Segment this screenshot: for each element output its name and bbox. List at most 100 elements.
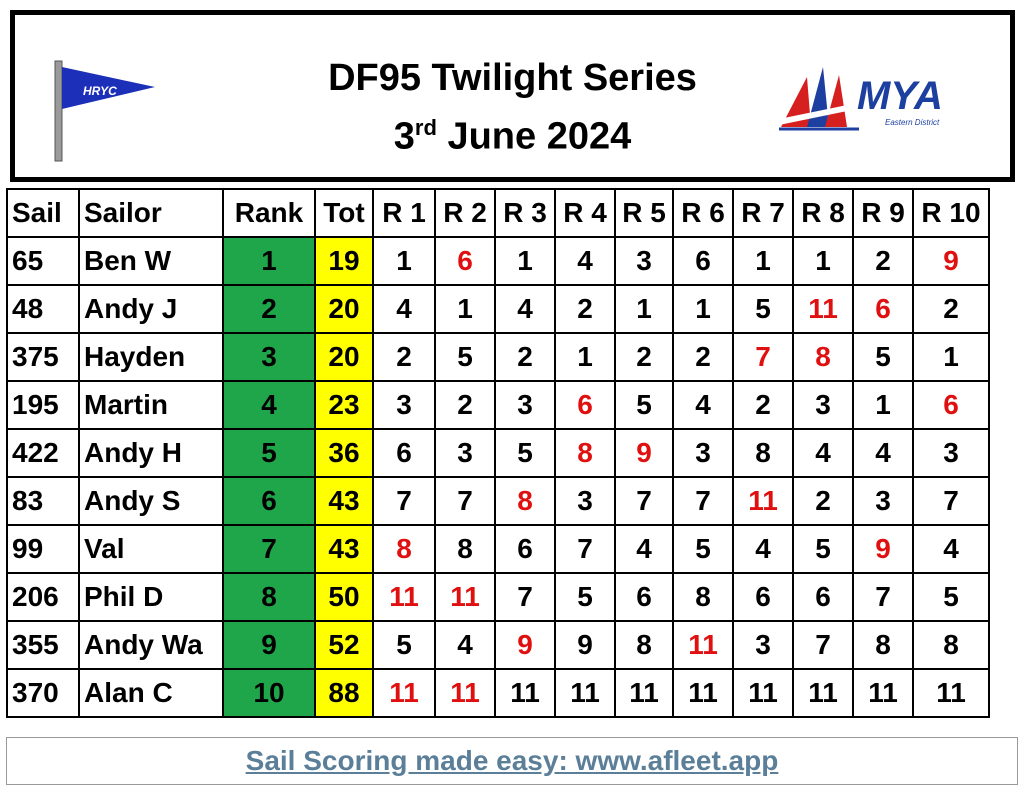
race-score: 7	[912, 476, 990, 526]
race-score: 11	[494, 668, 556, 718]
race-score: 2	[372, 332, 436, 382]
race-score: 6	[912, 380, 990, 430]
race-score: 6	[494, 524, 556, 574]
race-score: 11	[372, 668, 436, 718]
race-score: 5	[554, 572, 616, 622]
race-score: 5	[672, 524, 734, 574]
result-row: 375 Hayden 3 20 2 5 2 1 2 2 7 8 5 1	[6, 332, 990, 382]
column-header: R 2	[434, 188, 496, 238]
race-score: 2	[732, 380, 794, 430]
race-score: 7	[852, 572, 914, 622]
rank: 10	[222, 668, 316, 718]
race-score: 9	[852, 524, 914, 574]
race-score: 7	[372, 476, 436, 526]
column-header: Rank	[222, 188, 316, 238]
race-score: 3	[434, 428, 496, 478]
sailor-name: Ben W	[78, 236, 224, 286]
sail-number: 83	[6, 476, 80, 526]
race-score: 8	[434, 524, 496, 574]
column-header: Tot	[314, 188, 374, 238]
race-score: 8	[732, 428, 794, 478]
race-score: 7	[494, 572, 556, 622]
hryc-text: HRYC	[83, 84, 117, 98]
total: 36	[314, 428, 374, 478]
race-score: 4	[852, 428, 914, 478]
column-header: R 4	[554, 188, 616, 238]
sailor-name: Alan C	[78, 668, 224, 718]
race-score: 4	[434, 620, 496, 670]
race-score: 5	[912, 572, 990, 622]
rank: 5	[222, 428, 316, 478]
race-score: 5	[792, 524, 854, 574]
race-score: 7	[792, 620, 854, 670]
race-score: 1	[494, 236, 556, 286]
race-score: 4	[792, 428, 854, 478]
race-score: 5	[434, 332, 496, 382]
rank: 3	[222, 332, 316, 382]
header: HRYC DF95 Twilight Series 3rd June 2024 …	[10, 10, 1015, 182]
result-row: 83 Andy S 6 43 7 7 8 3 7 7 11 2 3 7	[6, 476, 990, 526]
column-header: Sailor	[78, 188, 224, 238]
race-score: 5	[372, 620, 436, 670]
sailor-name: Andy J	[78, 284, 224, 334]
race-score: 11	[554, 668, 616, 718]
race-score: 8	[554, 428, 616, 478]
result-row: 99 Val 7 43 8 8 6 7 4 5 4 5 9 4	[6, 524, 990, 574]
race-score: 4	[554, 236, 616, 286]
total: 88	[314, 668, 374, 718]
result-row: 65 Ben W 1 19 1 6 1 4 3 6 1 1 2 9	[6, 236, 990, 286]
sail-number: 195	[6, 380, 80, 430]
race-score: 6	[732, 572, 794, 622]
date-rest: June 2024	[447, 115, 632, 158]
race-score: 11	[672, 668, 734, 718]
sailor-name: Andy H	[78, 428, 224, 478]
total: 20	[314, 284, 374, 334]
race-score: 4	[912, 524, 990, 574]
race-score: 6	[372, 428, 436, 478]
race-score: 3	[852, 476, 914, 526]
mya-subtext: Eastern District	[885, 118, 940, 127]
race-score: 1	[672, 284, 734, 334]
race-score: 6	[614, 572, 674, 622]
race-score: 11	[614, 668, 674, 718]
race-score: 7	[554, 524, 616, 574]
sail-number: 422	[6, 428, 80, 478]
column-header: R 5	[614, 188, 674, 238]
result-row: 48 Andy J 2 20 4 1 4 2 1 1 5 11 6 2	[6, 284, 990, 334]
race-score: 8	[614, 620, 674, 670]
race-score: 9	[494, 620, 556, 670]
race-score: 4	[672, 380, 734, 430]
total: 23	[314, 380, 374, 430]
race-score: 1	[372, 236, 436, 286]
race-score: 8	[494, 476, 556, 526]
total: 52	[314, 620, 374, 670]
column-header: R 10	[912, 188, 990, 238]
result-row: 206 Phil D 8 50 11 11 7 5 6 8 6 6 7 5	[6, 572, 990, 622]
race-score: 2	[912, 284, 990, 334]
footer-link[interactable]: Sail Scoring made easy: www.afleet.app	[6, 737, 1018, 785]
race-score: 11	[434, 668, 496, 718]
race-score: 3	[494, 380, 556, 430]
race-score: 1	[614, 284, 674, 334]
race-score: 1	[912, 332, 990, 382]
sailor-name: Andy S	[78, 476, 224, 526]
race-score: 4	[372, 284, 436, 334]
race-score: 11	[732, 668, 794, 718]
race-score: 11	[732, 476, 794, 526]
race-score: 3	[614, 236, 674, 286]
race-score: 11	[672, 620, 734, 670]
race-score: 4	[732, 524, 794, 574]
race-score: 7	[672, 476, 734, 526]
race-score: 11	[792, 668, 854, 718]
race-score: 8	[792, 332, 854, 382]
race-score: 4	[494, 284, 556, 334]
race-score: 2	[434, 380, 496, 430]
race-score: 1	[792, 236, 854, 286]
race-score: 8	[852, 620, 914, 670]
race-score: 11	[912, 668, 990, 718]
rank: 6	[222, 476, 316, 526]
race-score: 1	[554, 332, 616, 382]
total: 43	[314, 476, 374, 526]
